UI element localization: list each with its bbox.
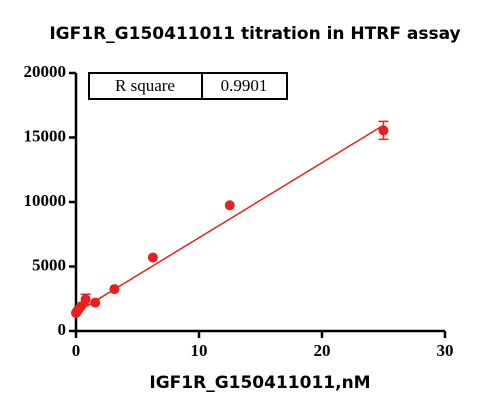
x-tick-label: 10 [191,341,208,360]
data-point [378,125,389,136]
chart-title: IGF1R_G150411011 titration in HTRF assay [49,24,460,44]
stats-table [88,72,288,100]
y-tick-label: 20000 [24,62,67,81]
data-point [109,284,120,295]
data-point [224,200,235,211]
stats-value: 0.9901 [221,76,268,95]
y-tick-label: 0 [58,320,67,339]
x-axis-label: IGF1R_G150411011,nM [149,373,370,393]
y-tick-label: 10000 [24,191,67,210]
x-tick-label: 30 [437,341,454,360]
y-tick-label: 5000 [32,255,66,274]
x-tick-label: 0 [72,341,81,360]
data-point [90,297,101,308]
x-tick-label: 20 [314,341,331,360]
y-tick-label: 15000 [24,126,67,145]
data-point [80,294,91,305]
data-point [147,252,158,263]
fit-line [75,124,384,314]
stats-label: R square [115,76,175,95]
